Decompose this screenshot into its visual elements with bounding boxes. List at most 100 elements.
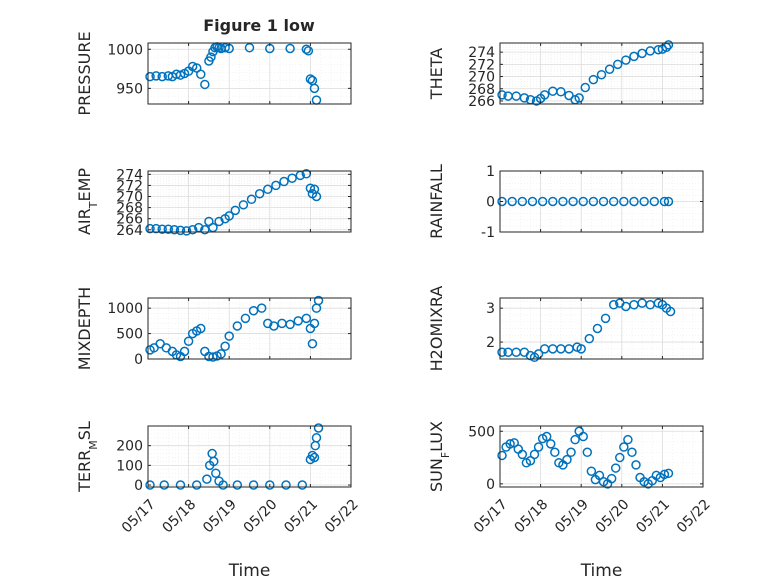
x-axis-label: Time [580, 561, 623, 581]
data-point [653, 44, 664, 55]
data-point [301, 44, 312, 55]
data-point [533, 442, 544, 452]
data-point [645, 300, 655, 310]
data-point [537, 196, 548, 207]
data-point [256, 303, 267, 313]
data-series [497, 196, 674, 207]
data-point [665, 306, 676, 317]
y-tick-label: -1 [481, 225, 495, 241]
data-point [232, 480, 243, 490]
data-point [659, 196, 670, 207]
y-tick-label: 266 [116, 212, 143, 228]
data-point [277, 318, 287, 329]
x-tick-label: 05/20 [593, 496, 633, 536]
subplot-5: 0 500 1000 MIXDEPTH [75, 287, 352, 370]
data-point [269, 321, 279, 331]
data-point [209, 456, 219, 467]
data-point [558, 196, 568, 207]
x-tick-label: 05/19 [552, 496, 592, 536]
data-point [169, 225, 180, 235]
data-point [263, 318, 273, 329]
data-point [663, 468, 674, 479]
data-point [311, 95, 322, 105]
y-axis-label: RAINFALL [427, 164, 446, 239]
data-point [592, 323, 603, 334]
subplot-1: 950 1000 PRESSURE [75, 31, 352, 116]
data-point [305, 183, 316, 193]
subplot-7: 0 100 200 05/17 05/18 05/19 05/20 05/21 05/22 TER… [75, 421, 362, 581]
y-tick-label: 500 [468, 424, 495, 440]
data-point [263, 184, 273, 195]
y-tick-label: 268 [116, 201, 143, 217]
y-tick-label: 500 [116, 327, 143, 343]
data-point [541, 431, 552, 442]
data-point [663, 196, 674, 207]
y-tick-label: 0 [134, 352, 143, 368]
subplot-8: 0 500 05/17 05/18 05/19 05/20 05/21 05/22 SUNFLU… [427, 421, 714, 581]
y-axis-label: AIRTEMP [75, 168, 100, 235]
data-point [629, 300, 639, 310]
data-point [596, 69, 607, 80]
data-point [588, 196, 599, 207]
y-tick-label: 100 [116, 458, 143, 474]
y-axis-label: SUNFLUX [427, 421, 452, 492]
data-point [631, 460, 641, 470]
figure-title: Figure 1 low [203, 16, 315, 35]
data-point [309, 83, 320, 94]
data-point [627, 447, 637, 458]
data-point [580, 82, 591, 93]
y-tick-label: 266 [468, 94, 495, 110]
data-point [311, 191, 322, 202]
data-point [621, 55, 631, 65]
data-point [307, 450, 318, 461]
data-point [145, 223, 155, 234]
data-point [574, 93, 584, 103]
x-tick-label: 05/19 [200, 496, 240, 536]
data-point [604, 64, 615, 74]
y-tick-label: 1000 [107, 301, 143, 317]
data-point [181, 226, 192, 236]
data-point [623, 434, 633, 445]
data-point [311, 433, 322, 443]
data-point [570, 434, 580, 445]
axes-box [147, 297, 352, 360]
data-point [639, 196, 649, 207]
y-tick-label: 264 [116, 223, 143, 239]
data-point [645, 46, 655, 56]
data-point [238, 200, 249, 210]
y-tick-label: 3 [486, 301, 495, 317]
data-point [637, 48, 647, 59]
data-point [285, 43, 295, 54]
axes-box [147, 425, 352, 488]
data-series [497, 298, 676, 363]
y-tick-label: 0 [486, 477, 495, 493]
data-point [309, 452, 320, 463]
data-point [497, 90, 507, 100]
x-tick-label: 05/21 [633, 496, 673, 536]
data-point [305, 74, 316, 84]
data-point [497, 450, 507, 461]
axes-box [147, 170, 352, 233]
data-point [293, 316, 303, 326]
data-point [218, 480, 228, 490]
data-point [517, 449, 528, 460]
data-point [191, 480, 202, 490]
data-point [588, 74, 599, 85]
axes-box [499, 297, 704, 360]
data-series [497, 426, 674, 489]
y-tick-label: 2 [486, 335, 495, 351]
data-point [527, 196, 538, 207]
data-point [578, 431, 588, 442]
data-point [578, 196, 588, 207]
data-point [157, 224, 167, 234]
data-series [145, 423, 324, 490]
data-point [301, 313, 312, 324]
data-point [196, 323, 206, 334]
data-point [313, 423, 324, 433]
data-point [564, 90, 574, 101]
data-point [196, 69, 206, 80]
data-point [497, 347, 507, 357]
data-point [584, 333, 595, 344]
